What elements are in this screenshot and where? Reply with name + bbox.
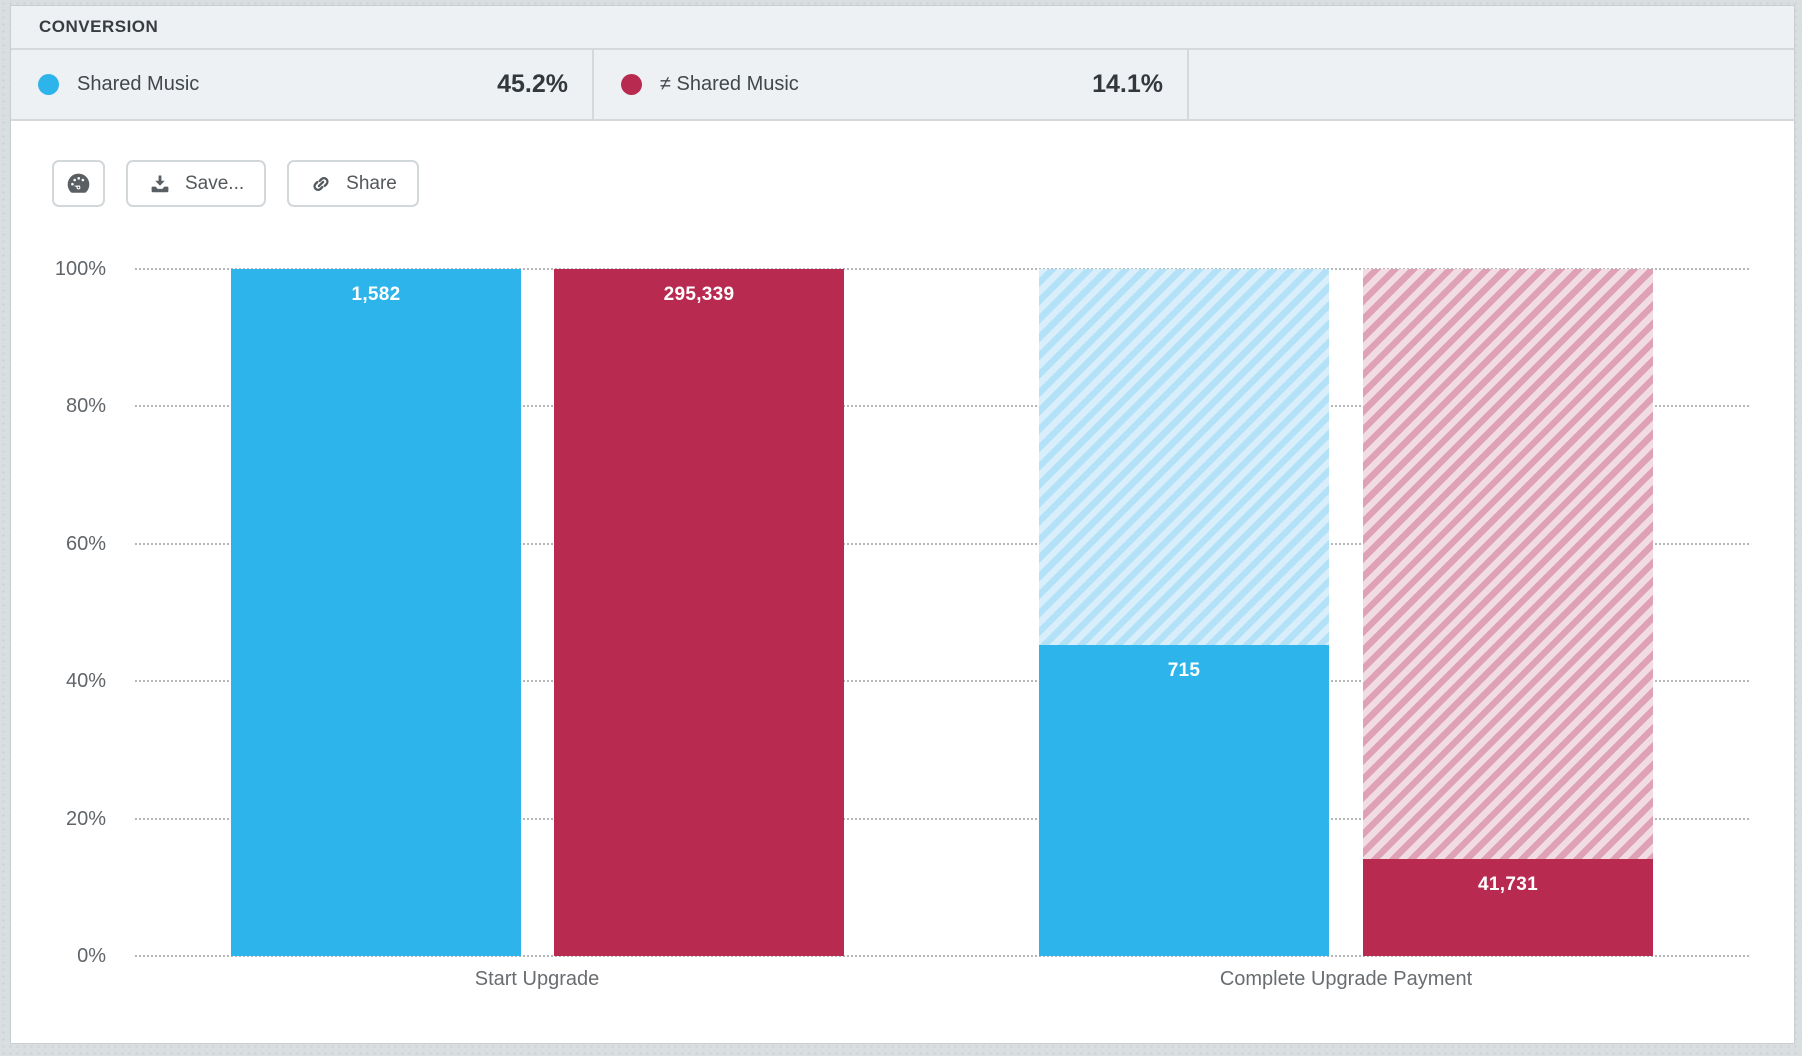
legend-label: Shared Music: [77, 73, 200, 95]
share-button[interactable]: Share: [287, 160, 419, 207]
bar-segment-hatched[interactable]: [1039, 269, 1329, 646]
funnel-bar-chart: 0% 20% 40% 60% 80% 100% 1,582 295,339 Start Upgr…: [11, 6, 1794, 1043]
conversion-rate-value: 14.1%: [1092, 70, 1163, 98]
link-icon: [313, 176, 329, 191]
y-tick-label: 80%: [65, 395, 106, 418]
legend-empty-section: [1189, 50, 1794, 119]
share-button-label: Share: [346, 172, 397, 194]
legend-item-shared-music[interactable]: Shared Music 45.2%: [11, 50, 594, 119]
bar-segment-hatched[interactable]: [1363, 269, 1653, 860]
conversion-rate-value: 45.2%: [497, 70, 568, 98]
bar-segment-solid[interactable]: 1,582: [231, 269, 521, 956]
download-icon: [151, 175, 169, 192]
panel-header: CONVERSION: [11, 6, 1794, 50]
panel-title: CONVERSION: [39, 17, 159, 36]
y-tick-label: 20%: [65, 807, 106, 830]
gauge-button[interactable]: [52, 160, 105, 207]
series-color-dot: [38, 74, 59, 95]
y-tick-label: 100%: [54, 258, 106, 280]
gauge-icon: [67, 173, 90, 193]
x-axis-label: Start Upgrade: [474, 968, 600, 990]
legend-item-not-shared-music[interactable]: ≠ Shared Music 14.1%: [594, 50, 1189, 119]
series-color-dot: [621, 74, 642, 95]
y-tick-label: 40%: [65, 670, 106, 693]
x-axis-label: Complete Upgrade Payment: [1219, 968, 1473, 990]
save-button[interactable]: Save...: [126, 160, 267, 207]
chart-toolbar: Save... Share: [52, 160, 419, 207]
bar-value-label: 41,731: [1478, 874, 1538, 896]
save-button-label: Save...: [185, 172, 245, 194]
bar-value-label: 295,339: [663, 284, 735, 305]
bar-value-label: 715: [1167, 660, 1201, 682]
bar-segment-solid[interactable]: 715: [1039, 645, 1329, 956]
y-tick-label: 60%: [65, 532, 106, 555]
bar-segment-solid[interactable]: 295,339: [554, 269, 844, 956]
bar-segment-solid[interactable]: 41,731: [1363, 859, 1653, 956]
legend-row: Shared Music 45.2% ≠ Shared Music 14.1%: [11, 50, 1794, 121]
y-tick-label: 0%: [77, 945, 106, 967]
legend-label: ≠ Shared Music: [660, 73, 799, 95]
conversion-report-panel: CONVERSION Shared Music 45.2% ≠ Shared M…: [10, 5, 1795, 1044]
bar-value-label: 1,582: [351, 284, 401, 305]
